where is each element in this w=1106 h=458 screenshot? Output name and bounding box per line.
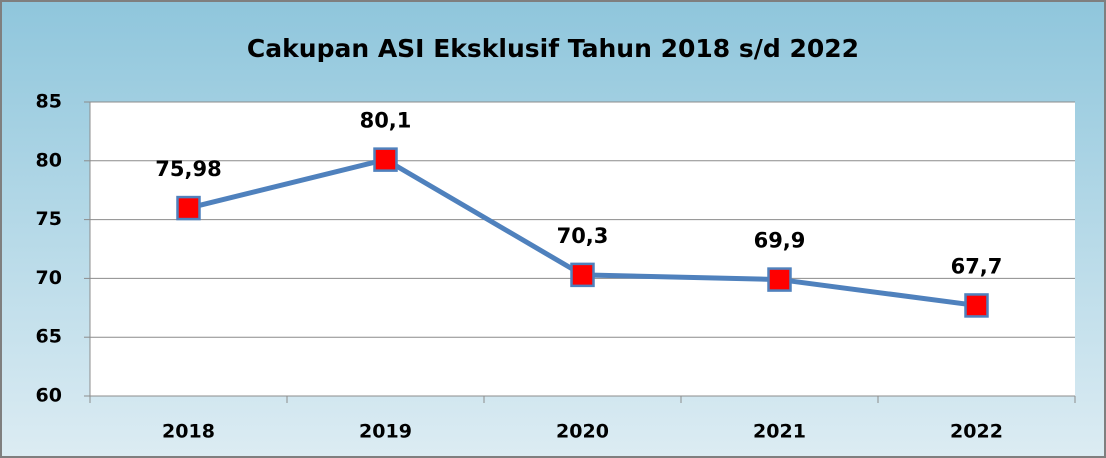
y-tick-label: 85	[36, 91, 62, 113]
x-tick-label: 2021	[753, 421, 806, 443]
plot-area	[90, 102, 1075, 396]
x-tick-label: 2019	[359, 421, 412, 443]
x-tick-label: 2018	[162, 421, 215, 443]
data-label: 75,98	[155, 157, 221, 181]
point-marker	[964, 293, 989, 318]
x-tick-label: 2022	[950, 421, 1003, 443]
chart-title: Cakupan ASI Eksklusif Tahun 2018 s/d 202…	[247, 34, 859, 63]
y-tick-label: 65	[36, 326, 62, 348]
data-label: 69,9	[754, 229, 806, 253]
point-marker	[373, 147, 398, 172]
x-tick-label: 2020	[556, 421, 609, 443]
data-label: 67,7	[951, 254, 1003, 278]
y-tick-label: 70	[36, 267, 62, 289]
point-marker	[176, 195, 201, 221]
y-tick-label: 75	[36, 208, 62, 230]
y-tick-label: 80	[36, 149, 62, 171]
data-label: 70,3	[557, 224, 609, 248]
point-marker	[767, 267, 792, 292]
data-label: 80,1	[360, 109, 412, 133]
point-marker	[570, 262, 595, 288]
y-tick-label: 60	[36, 385, 62, 407]
